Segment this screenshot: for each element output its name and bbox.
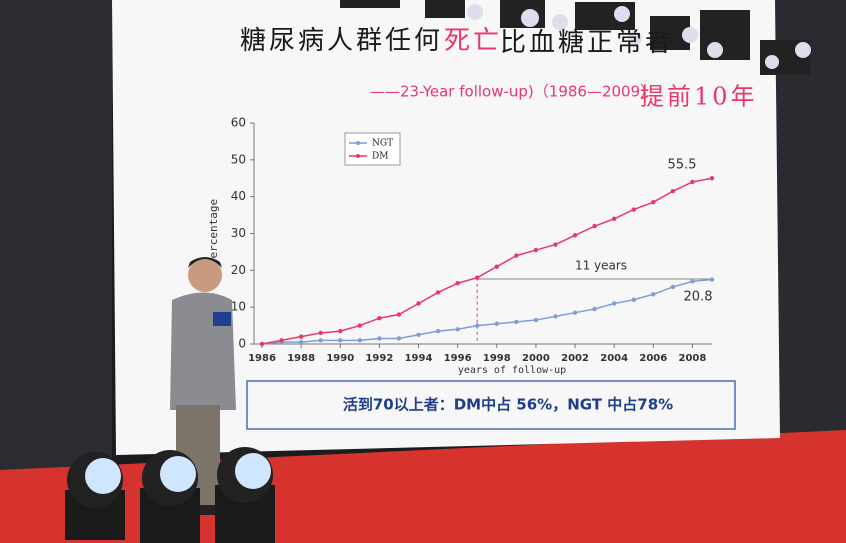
data-point [455, 327, 460, 332]
title-part: 比血糖正常者 [500, 28, 674, 58]
y-tick-label: 10 [231, 300, 246, 314]
data-point [514, 253, 519, 258]
x-tick-label: 2002 [561, 353, 589, 364]
y-tick-label: 50 [231, 152, 246, 166]
data-point [435, 290, 441, 295]
y-axis-label: Percentage [207, 199, 220, 265]
data-point [709, 277, 715, 282]
data-point [572, 233, 578, 238]
x-tick-label: 1990 [326, 353, 354, 364]
x-tick-label: 2008 [679, 353, 707, 364]
series-line [261, 177, 713, 345]
data-point [416, 301, 421, 306]
subtitle: ——23-Year follow-up)（1986—2009） [370, 83, 655, 101]
x-tick-label: 1994 [405, 353, 433, 364]
data-point [435, 328, 441, 334]
x-tick-label: 1988 [287, 353, 315, 364]
data-point [592, 306, 597, 312]
y-tick-label: 40 [231, 189, 246, 203]
data-point [494, 321, 499, 326]
data-point [709, 176, 715, 181]
data-point [318, 330, 323, 336]
data-point [572, 310, 578, 315]
data-point [631, 297, 636, 302]
data-point [690, 279, 695, 284]
data-point [475, 323, 480, 328]
x-tick-label: 1992 [365, 353, 393, 364]
data-point [533, 317, 539, 323]
data-point [396, 336, 402, 341]
annotation: 55.5 [668, 158, 697, 173]
series-line [261, 278, 713, 345]
data-point [514, 319, 519, 325]
data-point [298, 334, 304, 339]
y-tick-label: 30 [231, 226, 246, 240]
x-tick-label: 2006 [639, 353, 667, 364]
data-point [670, 284, 676, 290]
footnote-box [246, 380, 736, 430]
data-point [611, 301, 617, 306]
data-point [553, 314, 558, 319]
data-point [357, 323, 363, 328]
annotation: 20.8 [684, 290, 713, 305]
x-tick-label: 1996 [444, 353, 472, 364]
data-point [455, 281, 460, 286]
data-point [475, 275, 480, 280]
title-part: 糖尿病人群任何 [240, 26, 443, 56]
y-tick-label: 20 [231, 263, 246, 277]
ceiling-lights [340, 0, 811, 75]
x-tick-label: 1998 [483, 353, 511, 364]
data-point [377, 336, 382, 341]
data-point [279, 338, 284, 343]
data-point [553, 242, 558, 247]
x-tick-label: 2000 [522, 353, 550, 364]
legend-label: DM [372, 152, 388, 162]
stage-wall [0, 0, 112, 470]
data-point [651, 199, 656, 205]
data-point [592, 223, 597, 229]
data-point [611, 216, 617, 221]
data-point [690, 179, 695, 185]
y-tick-label: 0 [238, 337, 246, 351]
legend-label: NGT [372, 139, 393, 149]
y-tick-label: 60 [231, 116, 246, 130]
data-point [396, 312, 402, 317]
legend-box [344, 132, 401, 166]
title-part: 提前10年 [640, 83, 758, 111]
x-tick-label: 2004 [600, 353, 628, 364]
data-point [338, 338, 343, 343]
data-point [298, 339, 304, 345]
legend-swatch [356, 154, 360, 158]
data-point [651, 292, 656, 297]
footnote: 活到70以上者：DM中占 56%，NGT 中占78% [343, 396, 673, 414]
data-point [338, 328, 343, 334]
data-point [533, 247, 539, 253]
stage-lights [65, 447, 275, 543]
data-point [494, 264, 499, 269]
data-point [259, 341, 265, 347]
legend-swatch [356, 141, 360, 145]
data-point [631, 207, 636, 212]
data-point [318, 338, 323, 343]
data-point [416, 332, 421, 337]
data-point [670, 188, 676, 194]
x-axis-label: years of follow-up [458, 365, 566, 376]
annotation: 11 years [575, 259, 627, 273]
title-part: 死亡 [444, 26, 502, 56]
x-tick-label: 1986 [248, 353, 276, 364]
data-point [377, 316, 382, 321]
data-point [357, 338, 363, 343]
